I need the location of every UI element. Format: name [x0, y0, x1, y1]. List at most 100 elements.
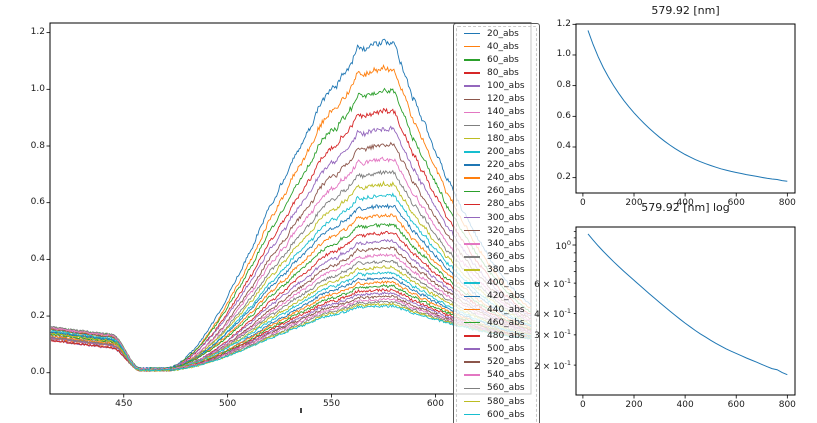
spectra-y-tick-label: 0.4 — [30, 253, 45, 264]
spectra-legend-inner: 20_abs 40_abs 60_abs 80_abs 100_abs 120_abs 14… — [456, 26, 537, 423]
decay-log-title: 579.92 [nm] log — [641, 201, 730, 214]
legend-label: 460_abs — [487, 317, 525, 328]
legend-label: 100_abs — [487, 81, 525, 92]
decay-linear-x-tick-label: 800 — [778, 198, 796, 208]
legend-label: 400_abs — [487, 278, 525, 289]
legend-entry-320_abs: 320_abs — [457, 224, 536, 237]
legend-entry-600_abs: 600_abs — [457, 408, 536, 421]
decay-linear-x-tick-label: 200 — [625, 198, 643, 208]
legend-entry-140_abs: 140_abs — [457, 106, 536, 119]
legend-line-sample — [464, 400, 480, 403]
spectra-y-tick-label: 0.6 — [30, 197, 45, 208]
legend-label: 540_abs — [487, 370, 525, 381]
legend-label: 40_abs — [487, 41, 519, 52]
decay-linear-y-tick-label: 1.0 — [556, 49, 571, 60]
spectrum-curve-600_abs — [50, 304, 532, 372]
legend-label: 420_abs — [487, 291, 525, 302]
legend-label: 240_abs — [487, 173, 525, 184]
decay-log-minor-y-tick-label: 4 × 10-1 — [534, 306, 571, 320]
spectra-x-tick-label: 550 — [322, 399, 341, 409]
clipped-xlabel-fragment — [300, 408, 302, 413]
legend-line-sample — [464, 348, 480, 350]
decay-log-x-tick-label: 600 — [727, 400, 745, 410]
legend-entry-380_abs: 380_abs — [457, 264, 536, 277]
decay-linear-y-tick-label: 1.2 — [556, 18, 571, 29]
decay-log-axes-spines — [575, 226, 796, 396]
legend-label: 60_abs — [487, 54, 519, 65]
legend-label: 220_abs — [487, 159, 525, 170]
legend-entry-300_abs: 300_abs — [457, 211, 536, 224]
legend-entry-520_abs: 520_abs — [457, 356, 536, 369]
legend-line-sample — [464, 374, 480, 376]
legend-entry-200_abs: 200_abs — [457, 145, 536, 158]
legend-label: 280_abs — [487, 199, 525, 210]
legend-entry-20_abs: 20_abs — [457, 27, 536, 40]
decay-linear-y-tick-label: 0.8 — [556, 80, 571, 91]
decay-linear-x-tick-label: 600 — [727, 198, 745, 208]
legend-label: 560_abs — [487, 383, 525, 394]
legend-entry-220_abs: 220_abs — [457, 158, 536, 171]
legend-line-sample — [464, 243, 480, 245]
legend-line-sample — [464, 164, 480, 166]
legend-line-sample — [464, 45, 480, 48]
legend-line-sample — [464, 361, 480, 363]
decay-log-major-y-tick-label: 100 — [555, 238, 571, 252]
legend-label: 440_abs — [487, 304, 525, 315]
legend-line-sample — [464, 413, 480, 416]
legend-label: 380_abs — [487, 265, 525, 276]
decay-log-x-tick-label: 0 — [580, 400, 586, 410]
decay-linear-y-tick-label: 0.6 — [556, 110, 571, 121]
legend-entry-260_abs: 260_abs — [457, 185, 536, 198]
legend-entry-500_abs: 500_abs — [457, 342, 536, 355]
spectra-y-tick-label: 0.8 — [30, 140, 45, 151]
legend-label: 160_abs — [487, 120, 525, 131]
decay-log-minor-y-tick-label: 3 × 10-1 — [534, 328, 571, 342]
legend-line-sample — [464, 229, 480, 232]
legend-label: 80_abs — [487, 67, 519, 78]
decay-linear-y-tick-label: 0.4 — [556, 141, 571, 152]
legend-line-sample — [464, 151, 480, 153]
legend-entry-280_abs: 280_abs — [457, 198, 536, 211]
legend-entry-340_abs: 340_abs — [457, 237, 536, 250]
legend-line-sample — [464, 256, 480, 258]
legend-label: 580_abs — [487, 396, 525, 407]
legend-label: 480_abs — [487, 330, 525, 341]
legend-line-sample — [464, 335, 480, 337]
decay-log-x-tick-label: 800 — [778, 400, 796, 410]
decay-linear-curve — [587, 30, 788, 182]
decay-linear-axes-spines — [575, 23, 796, 194]
decay-linear-title: 579.92 [nm] — [651, 4, 720, 17]
decay-log-minor-y-tick-label: 6 × 10-1 — [534, 276, 571, 290]
legend-label: 20_abs — [487, 28, 519, 39]
legend-line-sample — [464, 203, 480, 206]
legend-entry-440_abs: 440_abs — [457, 303, 536, 316]
decay-linear-x-tick-label: 0 — [580, 198, 586, 208]
legend-entry-420_abs: 420_abs — [457, 290, 536, 303]
legend-entry-60_abs: 60_abs — [457, 53, 536, 66]
decay-linear-x-tick-label: 400 — [676, 198, 694, 208]
legend-entry-240_abs: 240_abs — [457, 172, 536, 185]
legend-line-sample — [464, 72, 480, 74]
legend-entry-180_abs: 180_abs — [457, 132, 536, 145]
legend-line-sample — [464, 321, 480, 324]
legend-line-sample — [464, 177, 480, 179]
legend-label: 180_abs — [487, 133, 525, 144]
spectra-y-tick-label: 0.0 — [30, 367, 45, 378]
decay-log-minor-y-tick-label: 2 × 10-1 — [534, 358, 571, 372]
spectra-x-tick-label: 500 — [219, 399, 237, 409]
legend-label: 140_abs — [487, 107, 525, 118]
legend-entry-460_abs: 460_abs — [457, 316, 536, 329]
legend-label: 520_abs — [487, 357, 525, 368]
legend-entry-580_abs: 580_abs — [457, 395, 536, 408]
spectra-y-tick-label: 1.0 — [30, 83, 45, 94]
decay-log-x-tick-label: 400 — [676, 400, 694, 410]
legend-entry-360_abs: 360_abs — [457, 250, 536, 263]
legend-entry-120_abs: 120_abs — [457, 93, 536, 106]
spectra-x-tick-label: 600 — [426, 399, 445, 409]
legend-line-sample — [464, 282, 480, 284]
legend-line-sample — [464, 190, 480, 192]
legend-label: 360_abs — [487, 251, 525, 262]
decay-log-x-tick-label: 200 — [625, 400, 643, 410]
